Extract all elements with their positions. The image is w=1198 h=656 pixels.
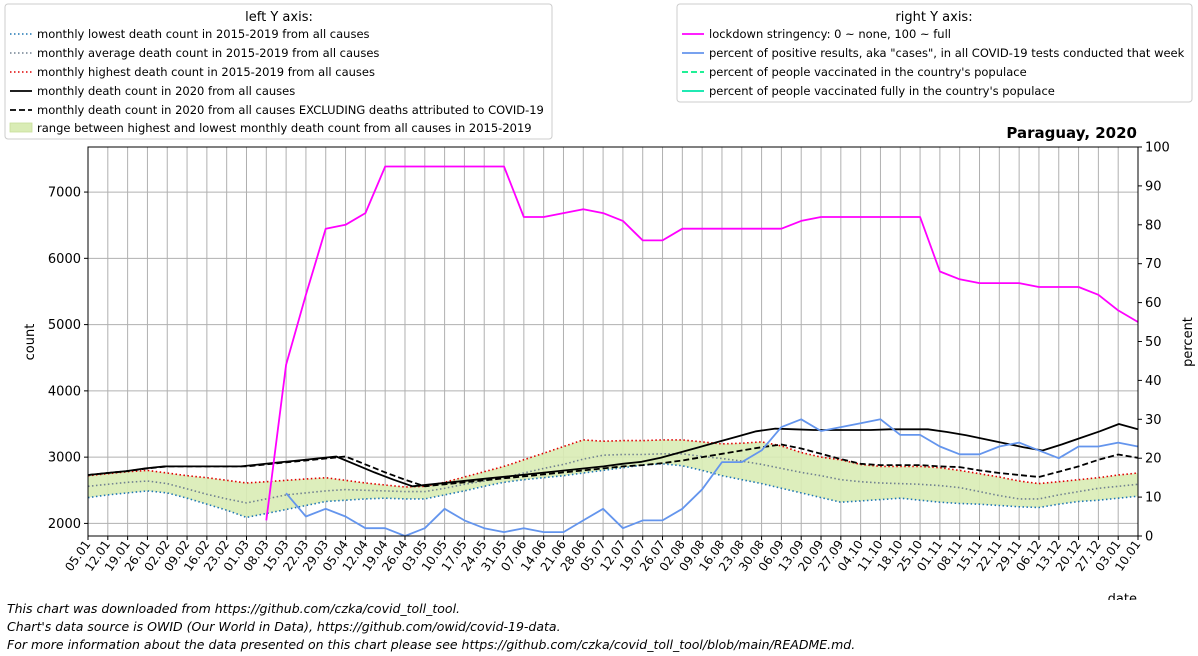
y-left-tick-label: 3000 (48, 451, 81, 466)
y-left-tick-label: 6000 (48, 252, 81, 267)
y-right-tick-label: 40 (1145, 374, 1162, 389)
y-axis-left-label: count (23, 324, 38, 361)
y-left-tick-label: 5000 (48, 318, 81, 333)
legend-right-item: percent of people vaccinated in the coun… (709, 65, 1027, 79)
range-area (88, 439, 1138, 518)
footer-line-3: For more information about the data pres… (7, 637, 856, 652)
legend-left-item: monthly highest death count in 2015-2019… (37, 65, 375, 79)
legend-left-title: left Y axis: (245, 10, 313, 25)
series-stringency-line (265, 165, 1138, 521)
legend-right-item: percent of people vaccinated fully in th… (709, 84, 1055, 98)
legend-right-item: percent of positive results, aka "cases"… (709, 46, 1185, 60)
chart-title: Paraguay, 2020 (1006, 124, 1137, 142)
chart: 2000 3000 4000 5000 6000 7000 0 10 20 30 40 50 60 70… (4, 3, 1196, 600)
footer-line-1: This chart was downloaded from https://g… (7, 601, 461, 616)
y-left-tick-label: 2000 (48, 517, 81, 532)
y-left-tick-label: 4000 (48, 384, 81, 399)
y-left-tick-label: 7000 (48, 186, 81, 201)
y-right-tick-label: 100 (1145, 141, 1170, 156)
y-right-tick-label: 90 (1145, 179, 1162, 194)
legend-right-title: right Y axis: (895, 10, 972, 25)
x-axis: 05.0112.0119.0126.0102.0209.0216.0223.02… (62, 536, 1143, 574)
y-right-tick-label: 60 (1145, 296, 1162, 311)
legend-left-item: monthly average death count in 2015-2019… (37, 46, 379, 60)
x-axis-label: date (1108, 592, 1137, 600)
footer-line-2: Chart's data source is OWID (Our World i… (7, 619, 561, 634)
y-axis-right: 0 10 20 30 40 50 60 70 80 90 100 (1138, 141, 1170, 545)
legend-left-item: monthly death count in 2020 from all cau… (37, 103, 544, 117)
y-right-tick-label: 30 (1145, 413, 1162, 428)
series-highest-line (88, 439, 1138, 488)
series-lowest-line (88, 462, 1138, 519)
y-right-tick-label: 10 (1145, 491, 1162, 506)
y-axis-left: 2000 3000 4000 5000 6000 7000 (48, 186, 88, 532)
legend-right-item: lockdown stringency: 0 ~ none, 100 ~ ful… (709, 27, 951, 41)
y-right-tick-label: 20 (1145, 452, 1162, 467)
series-excluding-covid-line (88, 443, 1138, 488)
legend-left-item: monthly lowest death count in 2015-2019 … (37, 27, 370, 41)
legend-right: right Y axis: lockdown stringency: 0 ~ n… (676, 3, 1193, 103)
y-right-tick-label: 70 (1145, 257, 1162, 272)
legend-left-item: range between highest and lowest monthly… (37, 121, 532, 135)
series-average-line (88, 452, 1138, 504)
y-axis-right-label: percent (1181, 317, 1196, 367)
y-right-tick-label: 50 (1145, 335, 1162, 350)
y-right-tick-label: 0 (1145, 530, 1153, 545)
series-lines (88, 165, 1138, 536)
range-fill (88, 439, 1138, 518)
series-positive-line (285, 418, 1138, 536)
y-right-tick-label: 80 (1145, 218, 1162, 233)
legend-left: left Y axis: monthly lowest death count … (4, 3, 553, 140)
legend-left-item: monthly death count in 2020 from all cau… (37, 84, 295, 98)
